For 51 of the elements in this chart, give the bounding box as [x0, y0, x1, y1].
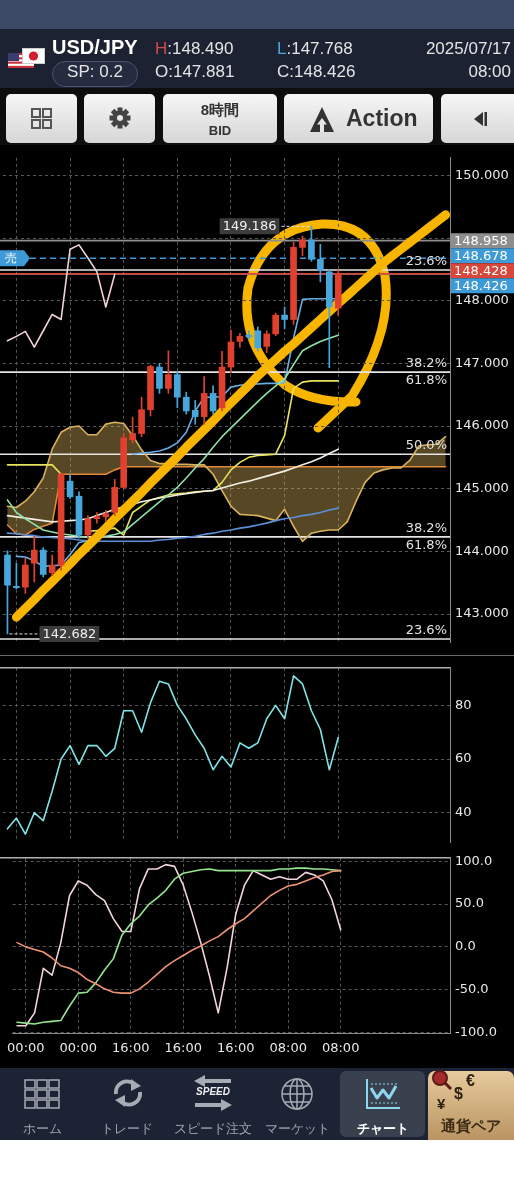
y-tick-label: 148.000	[455, 292, 509, 308]
text: トレード	[100, 1120, 154, 1138]
annotation: 142.682	[42, 625, 97, 641]
text: O:147.881	[155, 62, 235, 82]
currency-pair-tab: € $ ¥ 通貨ペア	[428, 1071, 514, 1140]
text: USD/JPY	[52, 36, 138, 59]
action-button: Action	[284, 94, 433, 143]
x-tick-label: 00:00	[59, 1039, 98, 1055]
text: L:147.768	[277, 39, 353, 59]
text: スピード注文	[172, 1120, 253, 1138]
annotation: 売	[5, 250, 17, 265]
y-tick-label: 144.000	[455, 542, 509, 558]
y-tick-label: -100.0	[455, 1023, 497, 1039]
x-tick-label: 08:00	[321, 1039, 360, 1055]
y-tick-label: 150.000	[455, 166, 509, 182]
y-tick-label: 50.0	[455, 895, 484, 911]
y-tick-label: 60	[455, 750, 472, 766]
y-tick-label: -50.0	[455, 981, 489, 997]
y-tick-label: 80	[455, 696, 472, 712]
y-tick-label: 147.000	[455, 354, 509, 370]
annotation: 38.2%	[405, 519, 447, 535]
annotation: 149.186	[222, 218, 277, 234]
spread-badge: SP: 0.2	[52, 61, 138, 87]
x-tick-label: 16:00	[112, 1039, 150, 1055]
annotation: 23.6%	[405, 252, 447, 268]
text: 08:00	[468, 62, 511, 82]
x-tick-label: 00:00	[7, 1039, 45, 1055]
y-tick-label: 146.000	[455, 417, 509, 433]
annotation: 23.6%	[405, 621, 447, 637]
annotation: 61.8%	[405, 371, 447, 387]
y-tick-label: 40	[455, 804, 472, 820]
text: 2025/07/17	[425, 39, 511, 59]
text: マーケット	[264, 1120, 331, 1138]
x-tick-label: 16:00	[216, 1039, 255, 1055]
annotation: 38.2%	[405, 354, 447, 370]
x-tick-label: 08:00	[269, 1039, 307, 1055]
chart-tab: チャート	[340, 1071, 425, 1137]
y-tick-label: 145.000	[455, 480, 509, 496]
x-tick-label: 16:00	[164, 1039, 202, 1055]
y-tick-label: 0.0	[455, 938, 476, 954]
text: ホーム	[21, 1120, 63, 1138]
ref-line-label: 148.678	[454, 247, 508, 263]
text: C:148.426	[277, 62, 356, 82]
y-tick-label: 143.000	[455, 605, 509, 621]
text: H:148.490	[155, 39, 234, 59]
ref-line-label: 148.428	[454, 262, 508, 278]
ref-line-label: 148.426	[454, 277, 508, 293]
ref-line-label: 148.958	[454, 232, 508, 248]
interval-button: 8時間 BID	[163, 94, 277, 143]
y-tick-label: 100.0	[455, 852, 493, 868]
annotation: 61.8%	[405, 536, 447, 552]
